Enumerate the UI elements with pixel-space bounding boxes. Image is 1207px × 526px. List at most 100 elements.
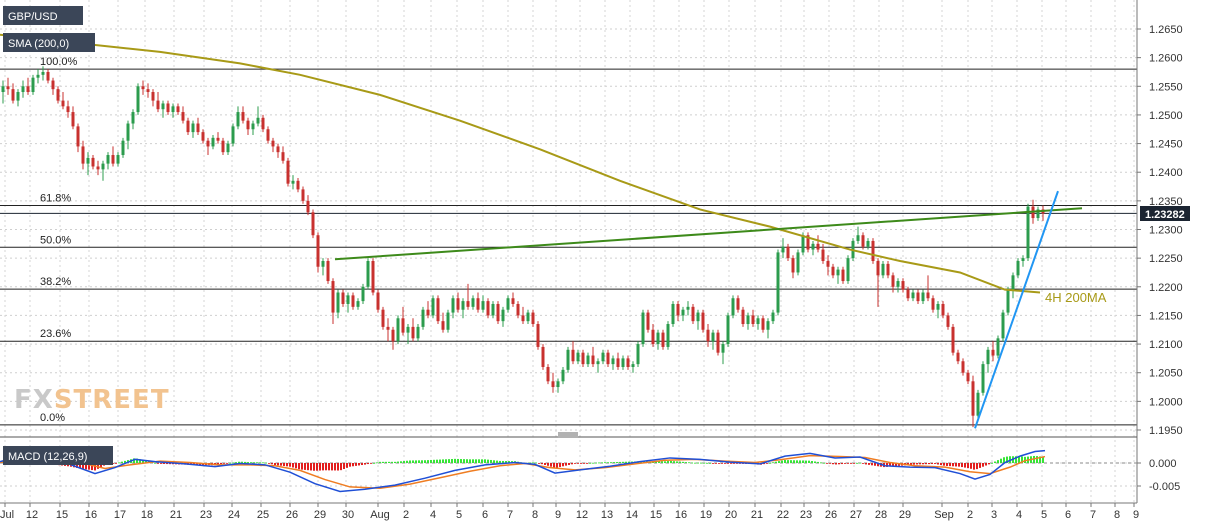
candle-body [276,146,280,153]
macd-histogram-bar [832,463,834,465]
macd-histogram-bar [859,462,861,464]
symbol-badge-bg [3,6,83,25]
macd-histogram-bar [433,459,435,463]
macd-histogram-bar [529,462,531,464]
macd-histogram-bar [955,463,957,467]
macd-histogram-bar [304,463,306,470]
macd-histogram-bar [907,463,909,466]
macd-histogram-bar [1021,456,1023,463]
candle-body [346,295,350,304]
macd-histogram-bar [607,462,609,464]
macd-histogram-bar [1024,456,1026,463]
macd-histogram-bar [361,463,363,466]
candle-body [206,140,210,147]
macd-histogram-bar [1000,458,1002,463]
candle-body [456,298,460,310]
candle-body [541,346,545,367]
macd-histogram-bar [259,462,261,464]
macd-histogram-bar [658,461,660,463]
candle-body [561,369,565,382]
macd-histogram-bar [553,463,555,468]
time-tick-label: 18 [141,509,153,521]
macd-histogram-bar [274,463,276,466]
time-tick-label: 9 [1133,509,1139,521]
macd-histogram-bar [694,462,696,464]
macd-histogram-bar [256,462,258,464]
candle-body [51,80,55,90]
macd-histogram-bar [1036,456,1038,463]
macd-histogram-bar [700,462,702,464]
candle-body [961,361,965,373]
macd-histogram-bar [160,463,162,464]
macd-histogram-bar [472,459,474,463]
time-tick-label: Jul [0,509,14,521]
candle-body [976,392,980,416]
candle-body [91,157,95,167]
macd-histogram-bar [1018,456,1020,463]
macd-histogram-bar [970,463,972,469]
candle-body [501,309,505,322]
macd-histogram-bar [571,463,573,465]
macd-histogram-bar [865,463,867,465]
candle-body [516,303,520,316]
macd-histogram-bar [358,463,360,466]
macd-histogram-bar [508,461,510,463]
macd-histogram-bar [661,461,663,463]
pane-resize-handle[interactable] [558,432,578,438]
macd-histogram-bar [784,460,786,463]
candle-body [471,298,475,307]
candle-body [816,243,820,250]
candle-body [21,86,25,93]
candle-body [661,332,665,347]
macd-histogram-bar [949,463,951,467]
macd-histogram-bar [685,462,687,463]
candle-body [746,315,750,325]
macd-histogram-bar [736,463,738,464]
candle-body [791,258,795,273]
candle-body [866,240,870,247]
macd-histogram-bar [943,463,945,466]
macd-histogram-bar [580,463,582,464]
candle-body [896,281,900,287]
macd-histogram-bar [706,462,708,464]
macd-histogram-bar [85,463,87,470]
candle-body [311,212,315,236]
candle-body [86,157,90,164]
macd-histogram-bar [232,462,234,464]
candle-body [211,137,215,147]
macd-histogram-bar [910,463,912,465]
macd-histogram-bar [499,460,501,463]
candle-body [371,261,375,293]
candle-body [796,252,800,273]
candle-body [461,301,465,310]
macd-histogram-bar [238,461,240,463]
macd-histogram-bar [697,462,699,464]
candle-body [236,112,240,127]
candle-body [616,358,620,367]
candle-body [586,355,590,365]
macd-histogram-bar [277,463,279,466]
candle-body [406,326,410,333]
macd-histogram-bar [343,463,345,469]
time-tick-label: 2 [403,509,409,521]
time-tick-label: 22 [777,509,789,521]
candle-body [391,329,395,342]
candle-body [571,349,575,362]
macd-histogram-bar [328,463,330,471]
candle-body [336,292,340,313]
candle-body [186,120,190,133]
time-tick-label: 26 [825,509,837,521]
candle-body [386,326,390,330]
candle-body [401,318,405,333]
macd-histogram-bar [394,461,396,463]
candle-body [641,312,645,345]
candle-body [301,189,305,201]
support-trendline [974,190,1059,429]
candle-body [116,155,120,164]
macd-histogram-bar [889,463,891,467]
candles [1,66,1045,428]
macd-histogram-bar [670,460,672,463]
macd-histogram-bar [280,463,282,466]
macd-histogram-bar [997,460,999,463]
